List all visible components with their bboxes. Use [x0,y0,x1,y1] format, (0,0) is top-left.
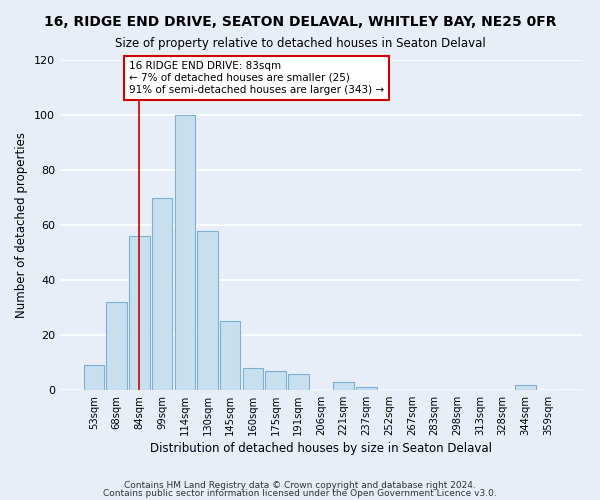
Text: Contains public sector information licensed under the Open Government Licence v3: Contains public sector information licen… [103,489,497,498]
Text: Size of property relative to detached houses in Seaton Delaval: Size of property relative to detached ho… [115,38,485,51]
Text: 16, RIDGE END DRIVE, SEATON DELAVAL, WHITLEY BAY, NE25 0FR: 16, RIDGE END DRIVE, SEATON DELAVAL, WHI… [44,15,556,29]
Bar [84,365,104,390]
Bar [356,387,377,390]
Bar [220,322,241,390]
Bar [288,374,308,390]
Y-axis label: Number of detached properties: Number of detached properties [16,132,28,318]
Bar [129,236,149,390]
Bar [106,302,127,390]
Bar [242,368,263,390]
Bar [515,384,536,390]
Bar [152,198,172,390]
Text: 16 RIDGE END DRIVE: 83sqm
← 7% of detached houses are smaller (25)
91% of semi-d: 16 RIDGE END DRIVE: 83sqm ← 7% of detach… [129,62,384,94]
Text: Contains HM Land Registry data © Crown copyright and database right 2024.: Contains HM Land Registry data © Crown c… [124,480,476,490]
Bar [197,230,218,390]
Bar [334,382,354,390]
Bar [265,371,286,390]
X-axis label: Distribution of detached houses by size in Seaton Delaval: Distribution of detached houses by size … [150,442,492,455]
Bar [175,115,195,390]
